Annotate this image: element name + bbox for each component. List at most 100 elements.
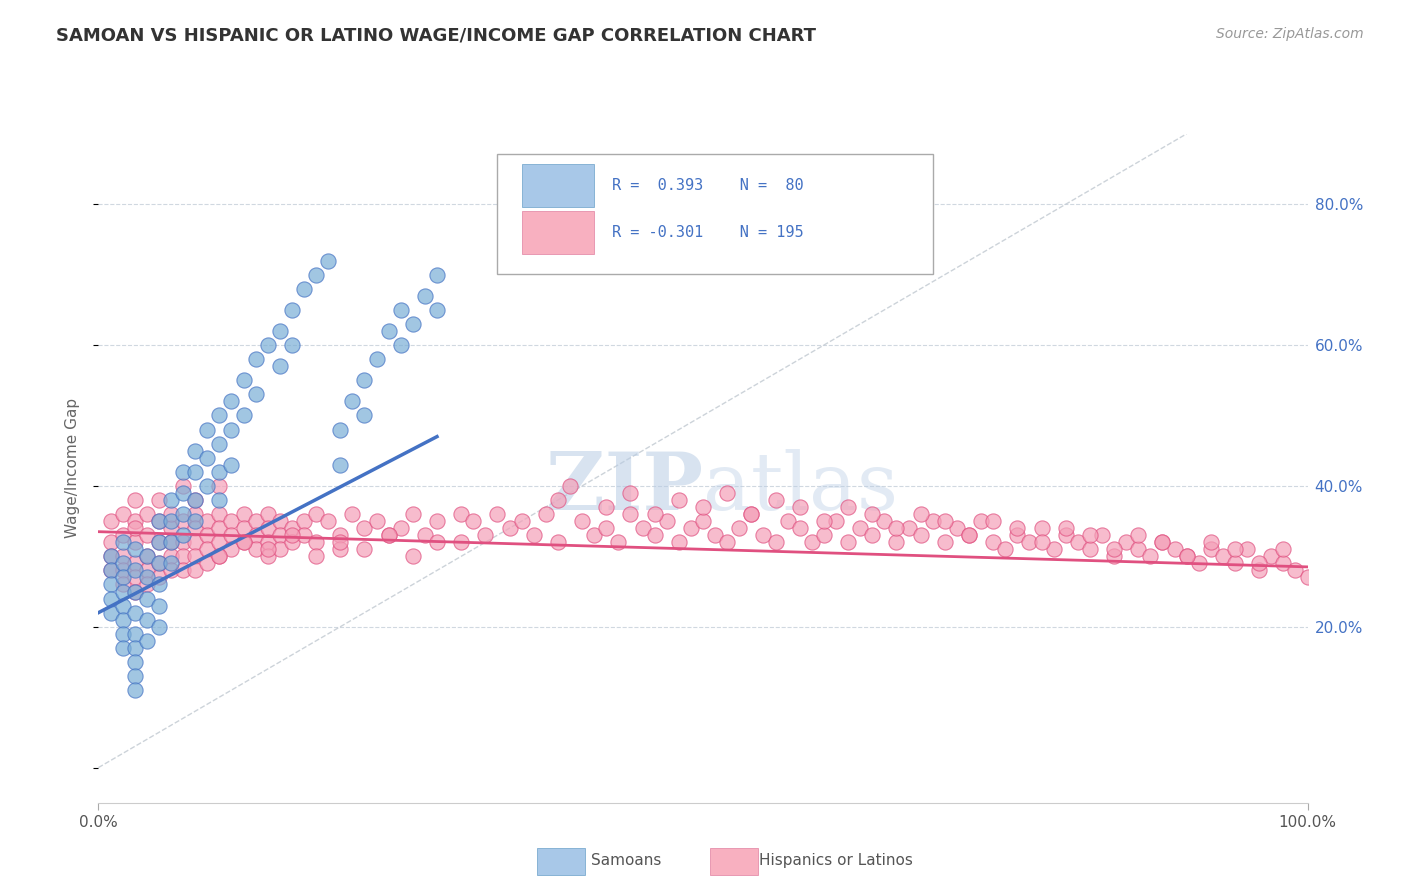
Point [100, 577, 122, 591]
Point [837, 500, 859, 514]
Point [148, 620, 170, 634]
Point [100, 549, 122, 564]
Point [184, 549, 207, 564]
Point [752, 528, 775, 542]
Point [316, 514, 339, 528]
Point [389, 521, 412, 535]
Point [1260, 549, 1282, 564]
Point [776, 514, 799, 528]
Point [292, 282, 315, 296]
Point [124, 514, 146, 528]
Point [342, 507, 364, 521]
Point [655, 514, 678, 528]
Point [111, 577, 134, 591]
Point [305, 268, 328, 282]
Point [172, 507, 194, 521]
Point [305, 535, 328, 549]
Point [281, 535, 304, 549]
FancyBboxPatch shape [522, 211, 595, 254]
Point [946, 521, 969, 535]
Point [353, 542, 375, 557]
Point [329, 535, 352, 549]
Point [195, 528, 218, 542]
Point [184, 535, 207, 549]
Point [1188, 557, 1211, 571]
Point [135, 591, 157, 606]
Point [1236, 542, 1258, 557]
Point [111, 528, 134, 542]
Point [1018, 535, 1040, 549]
Point [124, 521, 146, 535]
Point [160, 535, 183, 549]
Point [716, 486, 738, 500]
Point [523, 528, 546, 542]
Point [232, 507, 254, 521]
Point [184, 514, 207, 528]
Point [426, 514, 449, 528]
Point [245, 514, 267, 528]
Point [1284, 563, 1306, 577]
Point [100, 549, 122, 564]
Point [486, 507, 509, 521]
Point [547, 493, 569, 508]
Point [813, 528, 835, 542]
Point [668, 535, 690, 549]
Point [789, 521, 811, 535]
Point [124, 563, 146, 577]
Point [148, 493, 170, 508]
Point [644, 528, 666, 542]
Point [1054, 521, 1077, 535]
Point [195, 542, 218, 557]
Point [135, 549, 157, 564]
Point [184, 465, 207, 479]
Point [172, 563, 194, 577]
Point [329, 542, 352, 557]
Point [353, 409, 375, 423]
Point [1007, 521, 1029, 535]
Point [124, 655, 146, 669]
Point [232, 521, 254, 535]
Point [124, 683, 146, 698]
Point [172, 486, 194, 500]
Point [111, 640, 134, 655]
Point [111, 535, 134, 549]
Point [402, 507, 425, 521]
Point [184, 521, 207, 535]
Point [389, 302, 412, 317]
Point [342, 394, 364, 409]
Point [232, 409, 254, 423]
Point [148, 599, 170, 613]
Point [208, 535, 231, 549]
Point [957, 528, 980, 542]
Point [111, 557, 134, 571]
Point [135, 528, 157, 542]
Point [377, 324, 399, 338]
Point [245, 542, 267, 557]
Point [160, 557, 183, 571]
Point [534, 507, 557, 521]
Text: Samoans: Samoans [591, 854, 661, 868]
Point [221, 458, 243, 472]
Point [450, 535, 472, 549]
Point [1223, 542, 1246, 557]
Point [619, 486, 641, 500]
Point [135, 577, 157, 591]
Point [100, 563, 122, 577]
Text: R = -0.301    N = 195: R = -0.301 N = 195 [613, 226, 804, 240]
Point [921, 514, 943, 528]
Point [1139, 549, 1161, 564]
Point [1115, 535, 1137, 549]
Point [148, 535, 170, 549]
Point [135, 507, 157, 521]
Point [124, 584, 146, 599]
Point [281, 528, 304, 542]
Point [269, 324, 291, 338]
Point [800, 535, 823, 549]
Point [111, 570, 134, 584]
Point [184, 563, 207, 577]
Point [547, 535, 569, 549]
Point [1067, 535, 1090, 549]
Point [208, 521, 231, 535]
Point [148, 514, 170, 528]
Text: R =  0.393    N =  80: R = 0.393 N = 80 [613, 178, 804, 194]
